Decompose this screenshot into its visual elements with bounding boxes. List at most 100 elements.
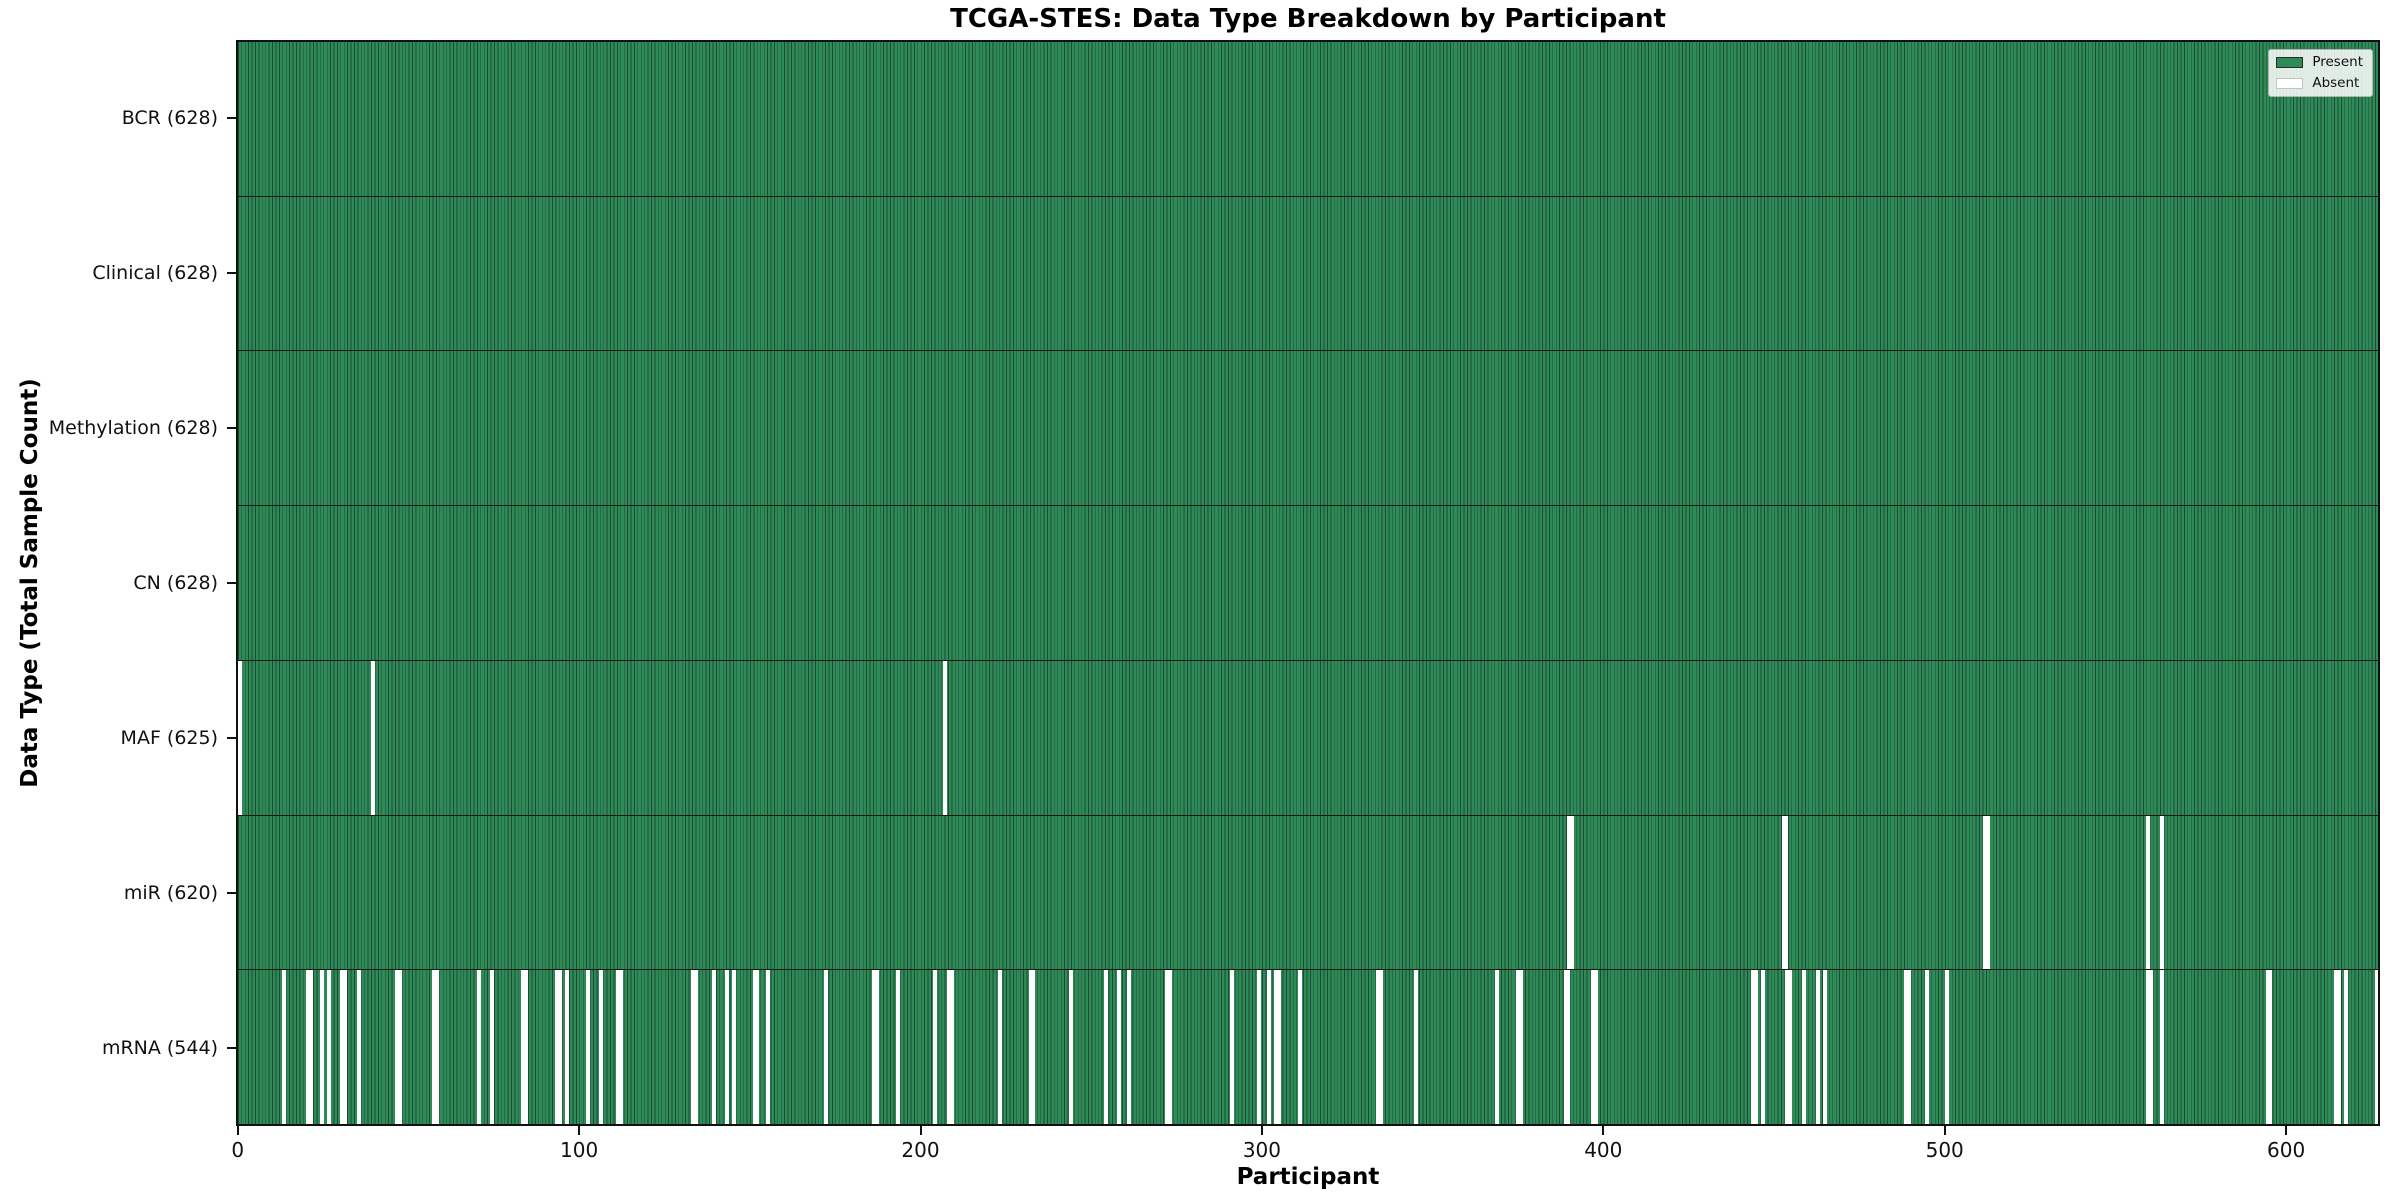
- absent-gap-mRNA-615: [2333, 970, 2341, 1125]
- absent-gap-mRNA-369: [1495, 970, 1500, 1125]
- legend-present-label: Present: [2312, 54, 2363, 70]
- absent-gap-mRNA-334: [1376, 970, 1383, 1125]
- absent-gap-mRNA-74: [490, 970, 495, 1125]
- absent-gap-mRNA-57: [432, 970, 440, 1125]
- absent-gap-mRNA-258: [1117, 970, 1122, 1125]
- absent-gap-mRNA-102: [585, 970, 590, 1125]
- absent-gap-mRNA-444: [1750, 970, 1758, 1125]
- absent-gap-miR-390: [1566, 815, 1574, 970]
- absent-gap-MAF-207: [943, 660, 948, 815]
- xtick-label-200: 200: [901, 1138, 940, 1162]
- ytick-label-MAF: MAF (625): [120, 727, 218, 750]
- xtick-mark-100: [578, 1126, 581, 1135]
- x-axis-label: Participant: [1236, 1164, 1380, 1190]
- ytick-label-miR: miR (620): [123, 882, 218, 905]
- absent-gap-mRNA-223: [997, 970, 1002, 1125]
- absent-gap-mRNA-20: [306, 970, 313, 1125]
- ytick-label-BCR: BCR (628): [121, 106, 218, 129]
- xtick-label-500: 500: [1925, 1138, 1964, 1162]
- absent-gap-miR-512: [1982, 815, 1990, 970]
- absent-gap-mRNA-30: [340, 970, 348, 1125]
- absent-gap-mRNA-463: [1815, 970, 1820, 1125]
- absent-gap-miR-453: [1781, 815, 1789, 970]
- absent-gap-mRNA-151: [752, 970, 760, 1125]
- ytick-label-Clinical: Clinical (628): [92, 261, 218, 284]
- row-miR: [238, 815, 2378, 971]
- row-BCR: [238, 42, 2378, 197]
- absent-gap-mRNA-447: [1761, 970, 1766, 1125]
- absent-gap-mRNA-389: [1563, 970, 1571, 1125]
- absent-gap-mRNA-501: [1945, 970, 1950, 1125]
- absent-gap-mRNA-111: [616, 970, 624, 1125]
- xtick-mark-400: [1602, 1126, 1605, 1135]
- ytick-mark-mRNA: [227, 1047, 236, 1050]
- ytick-mark-Clinical: [227, 271, 236, 274]
- absent-gap-mRNA-618: [2343, 970, 2348, 1125]
- absent-gap-mRNA-244: [1069, 970, 1074, 1125]
- y-axis-ticks: BCR (628) Clinical (628) Methylation (628)…: [0, 40, 236, 1126]
- xtick-mark-0: [236, 1126, 239, 1135]
- absent-gap-mRNA-139: [711, 970, 716, 1125]
- x-axis-ticks: 0 100 200 300 400 500 600: [231, 1126, 2380, 1166]
- absent-gap-mRNA-70: [476, 970, 481, 1125]
- xtick-label-600: 600: [2267, 1138, 2306, 1162]
- row-MAF: [238, 660, 2378, 816]
- absent-gap-mRNA-26: [326, 970, 331, 1125]
- heatmap-rows: [238, 42, 2378, 1125]
- absent-gap-mRNA-96: [565, 970, 570, 1125]
- absent-gap-mRNA-564: [2159, 970, 2164, 1125]
- absent-gap-mRNA-375: [1515, 970, 1523, 1125]
- absent-gap-mRNA-495: [1924, 970, 1929, 1125]
- absent-gap-mRNA-35: [357, 970, 362, 1125]
- absent-gap-mRNA-560: [2146, 970, 2154, 1125]
- ytick-mark-miR: [227, 892, 236, 895]
- absent-gap-mRNA-133: [691, 970, 699, 1125]
- absent-gap-mRNA-186: [871, 970, 879, 1125]
- absent-gap-mRNA-489: [1904, 970, 1912, 1125]
- xtick-mark-600: [2285, 1126, 2288, 1135]
- absent-gap-mRNA-83: [520, 970, 528, 1125]
- absent-gap-mRNA-208: [946, 970, 954, 1125]
- ytick-label-CN: CN (628): [133, 572, 218, 594]
- absent-gap-mRNA-465: [1822, 970, 1827, 1125]
- xtick-mark-300: [1260, 1126, 1263, 1135]
- absent-gap-mRNA-254: [1103, 970, 1108, 1125]
- row-Methylation: [238, 351, 2378, 507]
- xtick-label-100: 100: [560, 1138, 599, 1162]
- absent-gap-mRNA-145: [732, 970, 737, 1125]
- absent-gap-mRNA-302: [1267, 970, 1272, 1125]
- absent-gap-mRNA-13: [282, 970, 287, 1125]
- absent-gap-mRNA-143: [725, 970, 730, 1125]
- absent-gap-mRNA-397: [1590, 970, 1598, 1125]
- chart-title: TCGA-STES: Data Type Breakdown by Partic…: [950, 4, 1666, 34]
- absent-gap-mRNA-261: [1127, 970, 1132, 1125]
- legend-entry-absent: Absent: [2276, 76, 2363, 91]
- ytick-mark-MAF: [227, 737, 236, 740]
- absent-gap-mRNA-311: [1297, 970, 1302, 1125]
- absent-gap-mRNA-232: [1028, 970, 1036, 1125]
- absent-gap-mRNA-193: [895, 970, 900, 1125]
- absent-gap-mRNA-155: [766, 970, 771, 1125]
- ytick-label-Methylation: Methylation (628): [48, 416, 218, 439]
- legend-present-swatch: [2276, 57, 2304, 69]
- absent-gap-mRNA-46: [394, 970, 402, 1125]
- absent-gap-mRNA-24: [319, 970, 324, 1125]
- plot-area: Present Absent: [236, 40, 2380, 1126]
- legend-entry-present: Present: [2276, 54, 2363, 70]
- absent-gap-mRNA-291: [1229, 970, 1234, 1125]
- absent-gap-mRNA-627: [2374, 970, 2378, 1125]
- xtick-label-400: 400: [1584, 1138, 1623, 1162]
- legend: Present Absent: [2268, 49, 2373, 97]
- ytick-mark-CN: [227, 582, 236, 584]
- ytick-label-mRNA: mRNA (544): [101, 1037, 218, 1060]
- absent-gap-mRNA-304: [1273, 970, 1281, 1125]
- absent-gap-mRNA-93: [554, 970, 562, 1125]
- xtick-label-300: 300: [1242, 1138, 1281, 1162]
- absent-gap-MAF-0: [238, 660, 242, 815]
- absent-gap-mRNA-299: [1256, 970, 1261, 1125]
- ytick-mark-BCR: [227, 116, 236, 119]
- absent-gap-mRNA-459: [1802, 970, 1807, 1125]
- absent-gap-mRNA-106: [599, 970, 604, 1125]
- row-mRNA: [238, 970, 2378, 1125]
